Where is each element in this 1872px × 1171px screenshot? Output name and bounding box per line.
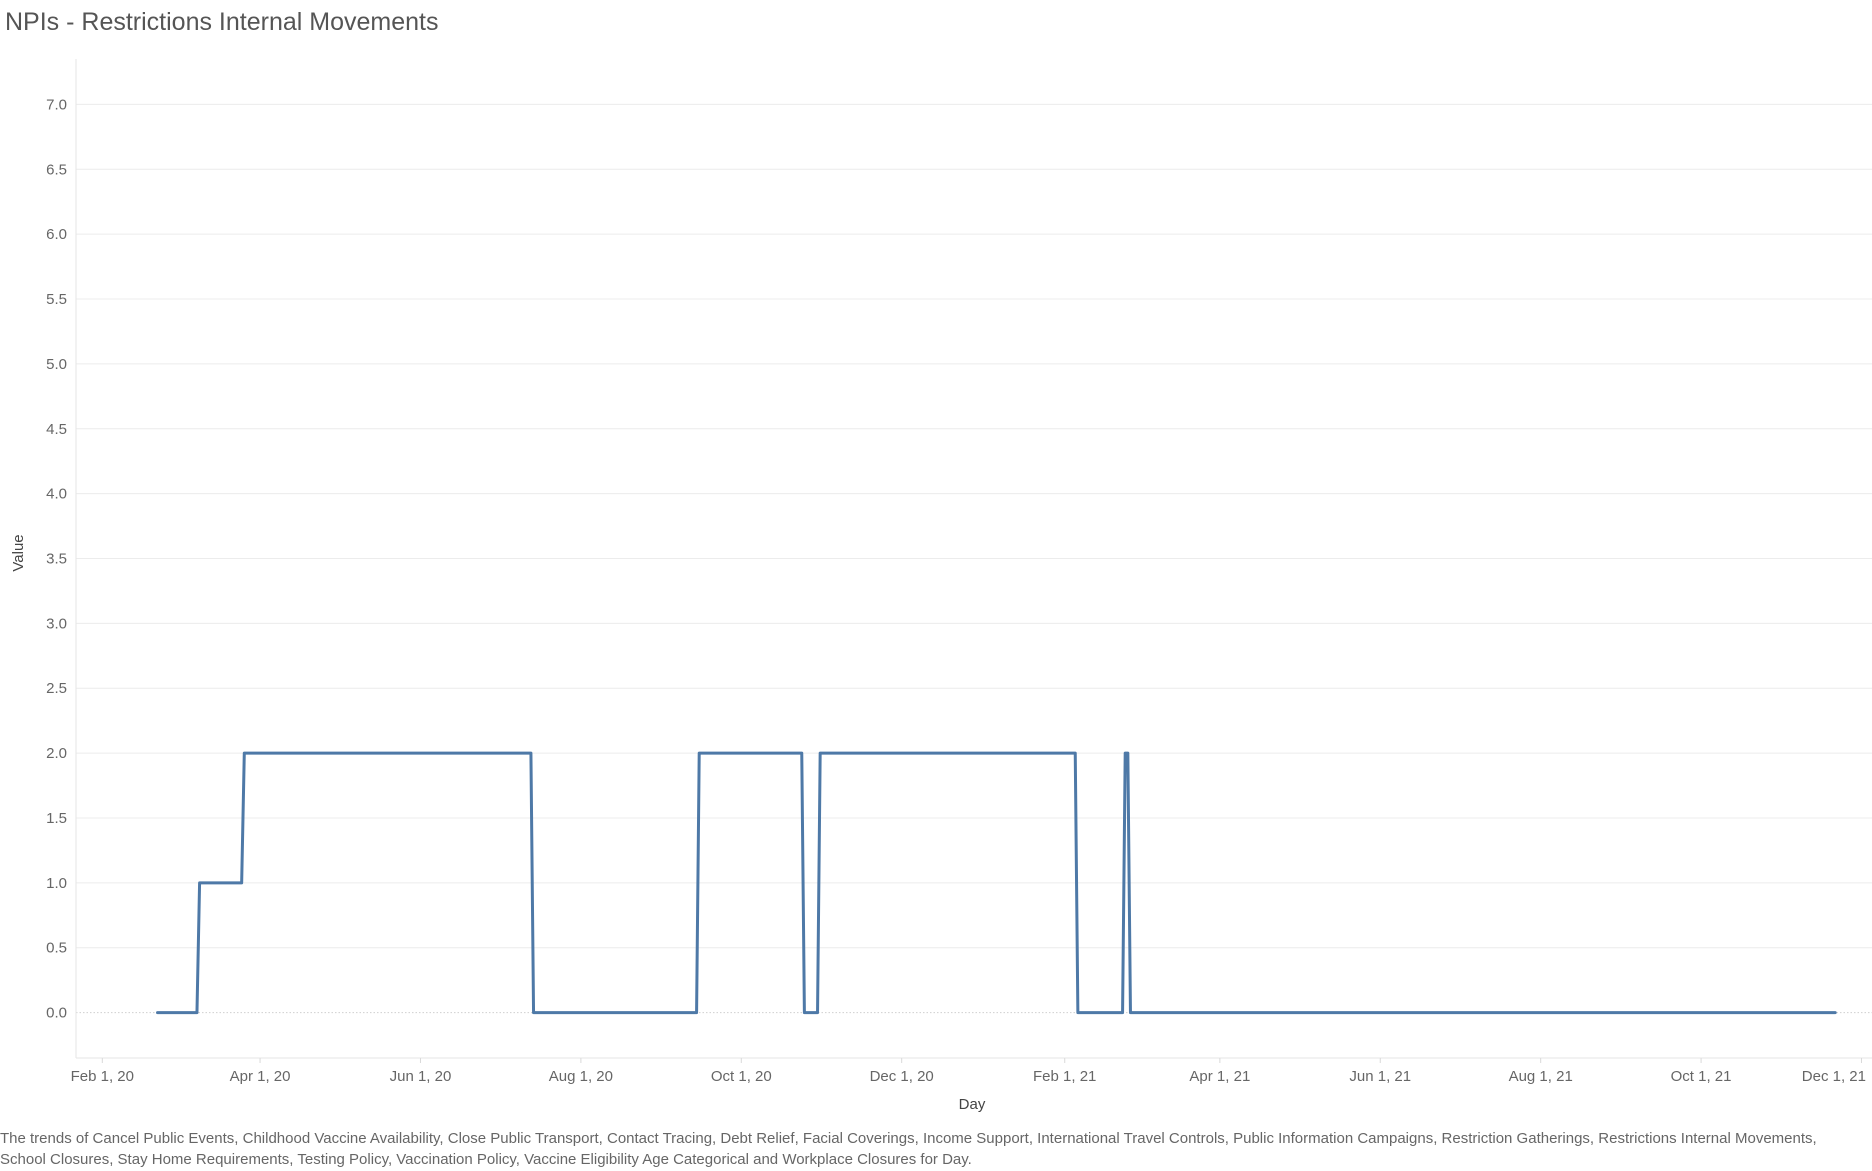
x-tick-label: Aug 1, 20: [549, 1068, 613, 1085]
x-tick-label: Aug 1, 21: [1509, 1068, 1573, 1085]
y-tick-label: 3.5: [46, 551, 67, 568]
y-axis-title: Value: [10, 534, 27, 571]
x-tick-label: Dec 1, 21: [1802, 1068, 1866, 1085]
series-line: [156, 751, 1837, 1015]
y-tick-label: 2.0: [46, 745, 67, 762]
x-tick-label: Dec 1, 20: [870, 1068, 934, 1085]
chart-title: NPIs - Restrictions Internal Movements: [5, 8, 439, 36]
y-tick-label: 6.5: [46, 161, 67, 178]
chart-caption: The trends of Cancel Public Events, Chil…: [0, 1130, 1817, 1168]
y-tick-label: 1.5: [46, 810, 67, 827]
y-tick-label: 1.0: [46, 875, 67, 892]
x-tick-label: Jun 1, 21: [1349, 1068, 1411, 1085]
y-tick-label: 6.0: [46, 226, 67, 243]
gridlines: [76, 103, 1872, 1014]
series-layer: [156, 751, 1837, 1015]
y-tick-label: 0.5: [46, 940, 67, 957]
y-tick-label: 5.5: [46, 291, 67, 308]
y-tick-label: 0.0: [46, 1005, 67, 1022]
x-tick-label: Oct 1, 20: [711, 1068, 772, 1085]
y-tick-label: 4.0: [46, 486, 67, 503]
y-tick-label: 3.0: [46, 615, 67, 632]
y-tick-label: 4.5: [46, 421, 67, 438]
line-chart: 0.0 0.5 1.0 1.5 2.0 2.5 3.0 3.5 4.0 4.5 5.0 5.5 6.0 6…: [10, 59, 1872, 1113]
x-tick-label: Jun 1, 20: [390, 1068, 452, 1085]
x-tick-label: Apr 1, 21: [1189, 1068, 1250, 1085]
x-tick-label: Feb 1, 20: [71, 1068, 134, 1085]
x-tick-label: Oct 1, 21: [1671, 1068, 1732, 1085]
x-axis-title: Day: [959, 1096, 986, 1113]
x-tick-label: Apr 1, 20: [230, 1068, 291, 1085]
axes: 0.0 0.5 1.0 1.5 2.0 2.5 3.0 3.5 4.0 4.5 5.0 5.5 6.0 6…: [46, 59, 1872, 1085]
y-tick-label: 2.5: [46, 680, 67, 697]
x-tick-label: Feb 1, 21: [1033, 1068, 1096, 1085]
y-tick-label: 5.0: [46, 356, 67, 373]
y-tick-label: 7.0: [46, 96, 67, 113]
